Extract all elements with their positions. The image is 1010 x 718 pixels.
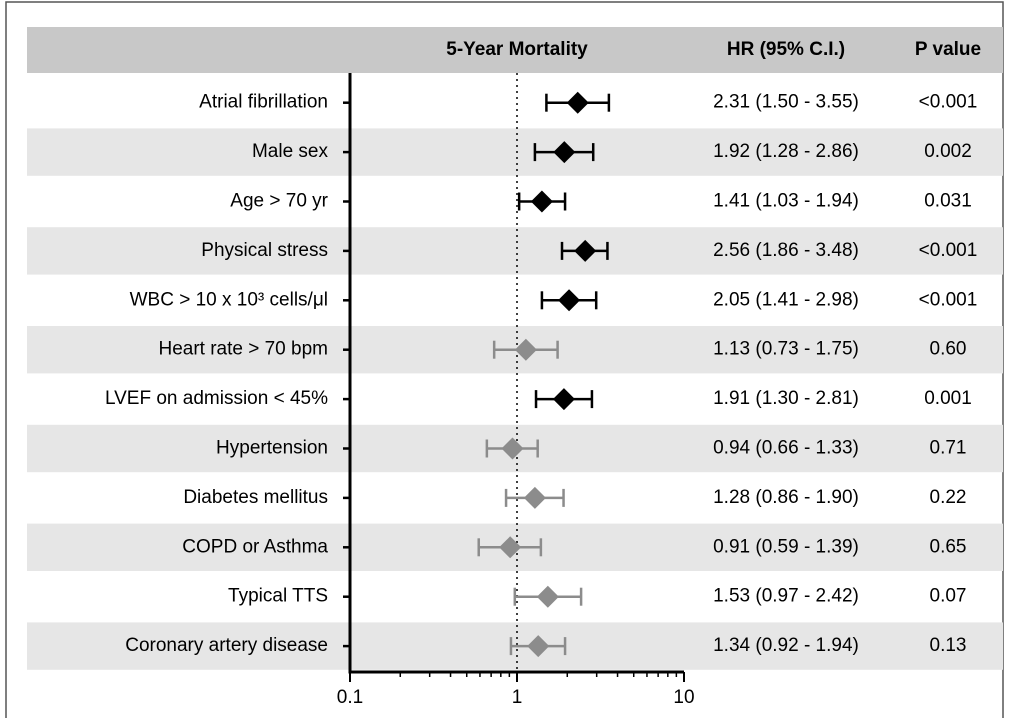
y-tick-label: Coronary artery disease — [125, 635, 328, 656]
p-value: 0.65 — [930, 536, 967, 557]
p-value: <0.001 — [919, 92, 978, 113]
column-header: HR (95% C.I.) — [727, 39, 845, 60]
hr-marker — [514, 338, 537, 361]
x-tick-label: 10 — [673, 687, 694, 708]
hr-label: 0.91 (0.59 - 1.39) — [713, 536, 859, 557]
header-bar — [27, 27, 1003, 73]
p-value: 0.60 — [930, 339, 967, 360]
hr-label: 1.53 (0.97 - 2.42) — [713, 586, 859, 607]
x-tick-label: 1 — [512, 687, 523, 708]
y-tick-label: COPD or Asthma — [182, 536, 328, 557]
y-tick-label: LVEF on admission < 45% — [105, 388, 328, 409]
chart-title: 5-Year Mortality — [446, 39, 588, 60]
hr-label: 2.31 (1.50 - 3.55) — [713, 92, 859, 113]
y-tick-label: Hypertension — [216, 438, 328, 459]
hr-label: 1.92 (1.28 - 2.86) — [713, 141, 859, 162]
hr-label: 1.28 (0.86 - 1.90) — [713, 487, 859, 508]
hr-marker — [536, 585, 559, 608]
p-value: 0.13 — [930, 635, 967, 656]
column-header: P value — [915, 39, 981, 60]
hr-marker — [553, 141, 576, 164]
y-tick-label: Typical TTS — [228, 586, 328, 607]
y-tick-label: Age > 70 yr — [230, 191, 328, 212]
p-value: 0.002 — [924, 141, 972, 162]
hr-label: 2.56 (1.86 - 3.48) — [713, 240, 859, 261]
p-value: 0.001 — [924, 388, 972, 409]
hr-label: 0.94 (0.66 - 1.33) — [713, 438, 859, 459]
hr-label: 1.13 (0.73 - 1.75) — [713, 339, 859, 360]
hr-label: 1.34 (0.92 - 1.94) — [713, 635, 859, 656]
p-value: 0.71 — [930, 438, 967, 459]
hr-label: 1.41 (1.03 - 1.94) — [713, 191, 859, 212]
hr-marker — [552, 388, 575, 411]
row-shading — [27, 227, 1003, 275]
hr-marker — [566, 91, 589, 114]
y-tick-label: Heart rate > 70 bpm — [158, 339, 328, 360]
hr-label: 2.05 (1.41 - 2.98) — [713, 289, 859, 310]
p-value: <0.001 — [919, 240, 978, 261]
hr-marker — [501, 437, 524, 460]
p-value: 0.22 — [930, 487, 967, 508]
row-shading — [27, 128, 1003, 176]
hr-marker — [523, 486, 546, 509]
y-tick-label: Atrial fibrillation — [199, 92, 328, 113]
p-value: 0.07 — [930, 586, 967, 607]
p-value: 0.031 — [924, 191, 972, 212]
hr-marker — [558, 289, 581, 312]
hr-marker — [527, 635, 550, 658]
hr-marker — [530, 190, 553, 213]
y-tick-label: Physical stress — [201, 240, 328, 261]
y-tick-label: Male sex — [252, 141, 329, 162]
hr-marker — [574, 239, 597, 262]
y-tick-label: WBC > 10 x 10³ cells/μl — [130, 289, 328, 310]
hr-label: 1.91 (1.30 - 2.81) — [713, 388, 859, 409]
p-value: <0.001 — [919, 289, 978, 310]
hr-marker — [499, 536, 522, 559]
y-tick-label: Diabetes mellitus — [183, 487, 328, 508]
x-tick-label: 0.1 — [337, 687, 363, 708]
